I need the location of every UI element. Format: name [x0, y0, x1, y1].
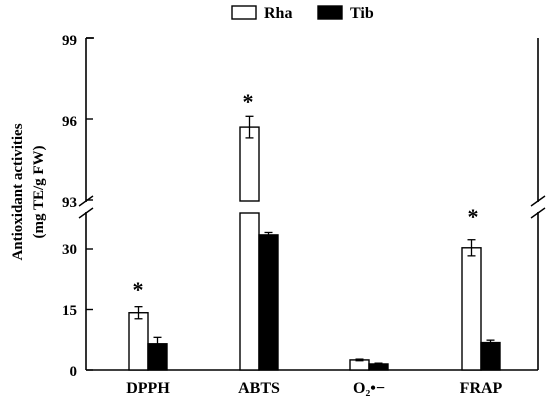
significance-abts: *	[243, 89, 254, 114]
tick-label-99: 99	[62, 33, 77, 49]
tick-label-0: 0	[70, 364, 78, 380]
legend-label-tib: Tib	[350, 5, 374, 22]
legend: Rha Tib	[231, 5, 374, 22]
axis-break-mark-1b	[530, 207, 546, 219]
bar-rha-abts-lower	[239, 212, 260, 371]
tick-label-96: 96	[62, 114, 78, 130]
category-label-abts: ABTS	[238, 380, 280, 397]
category-label-dpph: DPPH	[126, 380, 170, 397]
legend-swatch-rha	[231, 5, 257, 20]
category-label-o2: O₂•−	[353, 380, 385, 397]
tick-label-30: 30	[62, 242, 77, 258]
y-axis-title: Antioxidant activities (mg TE/g FW)	[10, 123, 47, 260]
bar-rha-dpph	[128, 312, 149, 371]
tick-label-15: 15	[62, 303, 77, 319]
legend-label-rha: Rha	[264, 5, 292, 22]
plot-area	[78, 37, 546, 371]
tick-label-93: 93	[62, 195, 77, 211]
y-axis-title-line1: Antioxidant activities	[10, 123, 26, 260]
bar-tib-dpph	[147, 343, 168, 371]
axis-break-mark-1a	[530, 195, 546, 207]
legend-swatch-tib	[317, 5, 343, 20]
bar-rha-frap	[461, 247, 482, 371]
axis-break-mark-0a	[78, 195, 94, 207]
axis-break-mark-0b	[78, 207, 94, 219]
significance-dpph: *	[133, 277, 144, 302]
bar-rha-o2	[349, 359, 370, 371]
significance-frap: *	[468, 204, 479, 229]
y-axis-title-line2: (mg TE/g FW)	[31, 145, 47, 238]
bar-tib-frap	[480, 341, 501, 371]
bar-break-gap-abts	[239, 202, 260, 212]
bar-tib-abts	[258, 234, 279, 371]
bar-tib-o2	[368, 363, 389, 371]
category-label-frap: FRAP	[460, 380, 503, 397]
